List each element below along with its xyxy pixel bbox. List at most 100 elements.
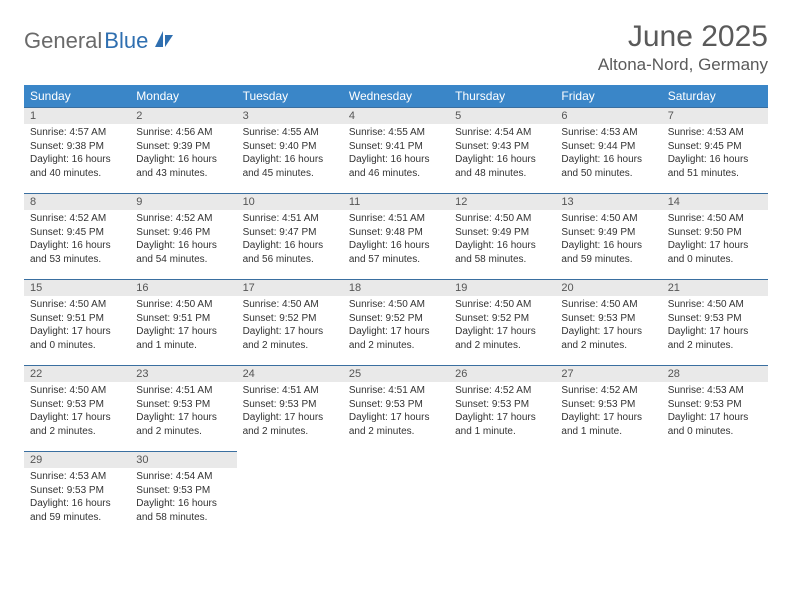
day-body: Sunrise: 4:50 AMSunset: 9:50 PMDaylight:… bbox=[662, 210, 768, 270]
sunrise-line: Sunrise: 4:51 AM bbox=[243, 384, 337, 398]
calendar-cell: 19Sunrise: 4:50 AMSunset: 9:52 PMDayligh… bbox=[449, 279, 555, 365]
sunset-line: Sunset: 9:53 PM bbox=[30, 398, 124, 412]
day-number: 10 bbox=[237, 194, 343, 210]
day-body: Sunrise: 4:50 AMSunset: 9:52 PMDaylight:… bbox=[237, 296, 343, 356]
daylight-line: Daylight: 17 hours and 2 minutes. bbox=[349, 325, 443, 352]
sunrise-line: Sunrise: 4:50 AM bbox=[30, 384, 124, 398]
day-number: 19 bbox=[449, 280, 555, 296]
calendar-row: 1Sunrise: 4:57 AMSunset: 9:38 PMDaylight… bbox=[24, 107, 768, 193]
day-number: 6 bbox=[555, 108, 661, 124]
sunset-line: Sunset: 9:46 PM bbox=[136, 226, 230, 240]
daylight-line: Daylight: 16 hours and 45 minutes. bbox=[243, 153, 337, 180]
day-body: Sunrise: 4:51 AMSunset: 9:48 PMDaylight:… bbox=[343, 210, 449, 270]
day-body: Sunrise: 4:54 AMSunset: 9:43 PMDaylight:… bbox=[449, 124, 555, 184]
daylight-line: Daylight: 17 hours and 2 minutes. bbox=[136, 411, 230, 438]
daylight-line: Daylight: 17 hours and 1 minute. bbox=[455, 411, 549, 438]
day-number: 15 bbox=[24, 280, 130, 296]
daylight-line: Daylight: 16 hours and 59 minutes. bbox=[30, 497, 124, 524]
sunset-line: Sunset: 9:53 PM bbox=[455, 398, 549, 412]
daylight-line: Daylight: 16 hours and 50 minutes. bbox=[561, 153, 655, 180]
sunset-line: Sunset: 9:45 PM bbox=[668, 140, 762, 154]
daylight-line: Daylight: 16 hours and 53 minutes. bbox=[30, 239, 124, 266]
daylight-line: Daylight: 17 hours and 2 minutes. bbox=[561, 325, 655, 352]
calendar-cell: 8Sunrise: 4:52 AMSunset: 9:45 PMDaylight… bbox=[24, 193, 130, 279]
sunrise-line: Sunrise: 4:52 AM bbox=[136, 212, 230, 226]
day-body: Sunrise: 4:50 AMSunset: 9:52 PMDaylight:… bbox=[343, 296, 449, 356]
sunset-line: Sunset: 9:53 PM bbox=[349, 398, 443, 412]
daylight-line: Daylight: 16 hours and 40 minutes. bbox=[30, 153, 124, 180]
day-body: Sunrise: 4:53 AMSunset: 9:45 PMDaylight:… bbox=[662, 124, 768, 184]
daylight-line: Daylight: 16 hours and 58 minutes. bbox=[136, 497, 230, 524]
sunset-line: Sunset: 9:51 PM bbox=[30, 312, 124, 326]
weekday-header-row: SundayMondayTuesdayWednesdayThursdayFrid… bbox=[24, 85, 768, 107]
day-number: 25 bbox=[343, 366, 449, 382]
day-number: 18 bbox=[343, 280, 449, 296]
calendar-cell: 6Sunrise: 4:53 AMSunset: 9:44 PMDaylight… bbox=[555, 107, 661, 193]
calendar-cell: 11Sunrise: 4:51 AMSunset: 9:48 PMDayligh… bbox=[343, 193, 449, 279]
sunset-line: Sunset: 9:50 PM bbox=[668, 226, 762, 240]
sunset-line: Sunset: 9:53 PM bbox=[561, 398, 655, 412]
sunrise-line: Sunrise: 4:51 AM bbox=[136, 384, 230, 398]
weekday-header: Monday bbox=[130, 85, 236, 107]
sunrise-line: Sunrise: 4:56 AM bbox=[136, 126, 230, 140]
calendar-cell: 24Sunrise: 4:51 AMSunset: 9:53 PMDayligh… bbox=[237, 365, 343, 451]
sunrise-line: Sunrise: 4:52 AM bbox=[561, 384, 655, 398]
calendar-head: SundayMondayTuesdayWednesdayThursdayFrid… bbox=[24, 85, 768, 107]
calendar-cell: 17Sunrise: 4:50 AMSunset: 9:52 PMDayligh… bbox=[237, 279, 343, 365]
calendar-body: 1Sunrise: 4:57 AMSunset: 9:38 PMDaylight… bbox=[24, 107, 768, 537]
daylight-line: Daylight: 16 hours and 46 minutes. bbox=[349, 153, 443, 180]
day-number: 11 bbox=[343, 194, 449, 210]
sunset-line: Sunset: 9:53 PM bbox=[243, 398, 337, 412]
day-body: Sunrise: 4:51 AMSunset: 9:53 PMDaylight:… bbox=[343, 382, 449, 442]
sunset-line: Sunset: 9:53 PM bbox=[668, 312, 762, 326]
calendar-cell: 9Sunrise: 4:52 AMSunset: 9:46 PMDaylight… bbox=[130, 193, 236, 279]
sunset-line: Sunset: 9:52 PM bbox=[349, 312, 443, 326]
calendar-cell: 26Sunrise: 4:52 AMSunset: 9:53 PMDayligh… bbox=[449, 365, 555, 451]
calendar-row: 29Sunrise: 4:53 AMSunset: 9:53 PMDayligh… bbox=[24, 451, 768, 537]
sunrise-line: Sunrise: 4:51 AM bbox=[243, 212, 337, 226]
daylight-line: Daylight: 17 hours and 0 minutes. bbox=[30, 325, 124, 352]
sunrise-line: Sunrise: 4:50 AM bbox=[668, 298, 762, 312]
calendar-cell: 25Sunrise: 4:51 AMSunset: 9:53 PMDayligh… bbox=[343, 365, 449, 451]
day-number: 30 bbox=[130, 452, 236, 468]
title-block: June 2025 Altona-Nord, Germany bbox=[598, 20, 768, 75]
sunset-line: Sunset: 9:47 PM bbox=[243, 226, 337, 240]
sunrise-line: Sunrise: 4:50 AM bbox=[561, 212, 655, 226]
daylight-line: Daylight: 17 hours and 0 minutes. bbox=[668, 239, 762, 266]
calendar-cell bbox=[237, 451, 343, 537]
sunrise-line: Sunrise: 4:50 AM bbox=[561, 298, 655, 312]
weekday-header: Tuesday bbox=[237, 85, 343, 107]
daylight-line: Daylight: 16 hours and 58 minutes. bbox=[455, 239, 549, 266]
sunset-line: Sunset: 9:41 PM bbox=[349, 140, 443, 154]
day-number: 7 bbox=[662, 108, 768, 124]
calendar-cell: 23Sunrise: 4:51 AMSunset: 9:53 PMDayligh… bbox=[130, 365, 236, 451]
day-body: Sunrise: 4:57 AMSunset: 9:38 PMDaylight:… bbox=[24, 124, 130, 184]
sunrise-line: Sunrise: 4:51 AM bbox=[349, 384, 443, 398]
logo-sail-icon bbox=[153, 29, 175, 54]
day-body: Sunrise: 4:54 AMSunset: 9:53 PMDaylight:… bbox=[130, 468, 236, 528]
day-body: Sunrise: 4:50 AMSunset: 9:53 PMDaylight:… bbox=[662, 296, 768, 356]
calendar-cell: 15 Sunrise: 4:50 AMSunset: 9:51 PMDayligh… bbox=[24, 279, 130, 365]
day-body: Sunrise: 4:50 AMSunset: 9:49 PMDaylight:… bbox=[555, 210, 661, 270]
day-number: 5 bbox=[449, 108, 555, 124]
day-number: 29 bbox=[24, 452, 130, 468]
sunrise-line: Sunrise: 4:57 AM bbox=[30, 126, 124, 140]
calendar-cell bbox=[343, 451, 449, 537]
day-body: Sunrise: 4:51 AMSunset: 9:47 PMDaylight:… bbox=[237, 210, 343, 270]
weekday-header: Thursday bbox=[449, 85, 555, 107]
daylight-line: Daylight: 17 hours and 1 minute. bbox=[561, 411, 655, 438]
calendar-cell: 7Sunrise: 4:53 AMSunset: 9:45 PMDaylight… bbox=[662, 107, 768, 193]
daylight-line: Daylight: 17 hours and 2 minutes. bbox=[349, 411, 443, 438]
day-body: Sunrise: 4:56 AMSunset: 9:39 PMDaylight:… bbox=[130, 124, 236, 184]
calendar-cell bbox=[449, 451, 555, 537]
sunset-line: Sunset: 9:43 PM bbox=[455, 140, 549, 154]
day-number: 2 bbox=[130, 108, 236, 124]
day-number: 26 bbox=[449, 366, 555, 382]
logo-text-general: General bbox=[24, 28, 102, 54]
calendar-cell: 28Sunrise: 4:53 AMSunset: 9:53 PMDayligh… bbox=[662, 365, 768, 451]
day-number: 20 bbox=[555, 280, 661, 296]
calendar-cell: 13Sunrise: 4:50 AMSunset: 9:49 PMDayligh… bbox=[555, 193, 661, 279]
daylight-line: Daylight: 16 hours and 51 minutes. bbox=[668, 153, 762, 180]
sunrise-line: Sunrise: 4:50 AM bbox=[30, 298, 124, 312]
daylight-line: Daylight: 17 hours and 0 minutes. bbox=[668, 411, 762, 438]
